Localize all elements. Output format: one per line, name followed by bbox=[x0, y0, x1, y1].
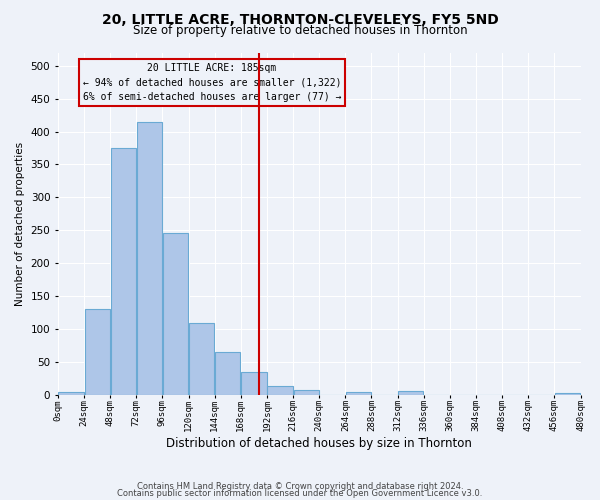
Bar bbox=[241, 372, 266, 395]
Text: Contains public sector information licensed under the Open Government Licence v3: Contains public sector information licen… bbox=[118, 490, 482, 498]
Text: 20 LITTLE ACRE: 185sqm
← 94% of detached houses are smaller (1,322)
6% of semi-d: 20 LITTLE ACRE: 185sqm ← 94% of detached… bbox=[83, 63, 341, 102]
X-axis label: Distribution of detached houses by size in Thornton: Distribution of detached houses by size … bbox=[166, 437, 472, 450]
Bar bbox=[110, 148, 136, 395]
Bar bbox=[163, 233, 188, 395]
Bar bbox=[346, 392, 371, 395]
Bar bbox=[137, 122, 162, 395]
Bar bbox=[85, 310, 110, 395]
Bar bbox=[398, 391, 423, 395]
Text: 20, LITTLE ACRE, THORNTON-CLEVELEYS, FY5 5ND: 20, LITTLE ACRE, THORNTON-CLEVELEYS, FY5… bbox=[101, 12, 499, 26]
Bar bbox=[555, 393, 580, 395]
Bar bbox=[58, 392, 83, 395]
Bar bbox=[268, 386, 293, 395]
Y-axis label: Number of detached properties: Number of detached properties bbox=[15, 142, 25, 306]
Bar bbox=[215, 352, 241, 395]
Bar bbox=[189, 322, 214, 395]
Text: Size of property relative to detached houses in Thornton: Size of property relative to detached ho… bbox=[133, 24, 467, 37]
Bar bbox=[293, 390, 319, 395]
Text: Contains HM Land Registry data © Crown copyright and database right 2024.: Contains HM Land Registry data © Crown c… bbox=[137, 482, 463, 491]
